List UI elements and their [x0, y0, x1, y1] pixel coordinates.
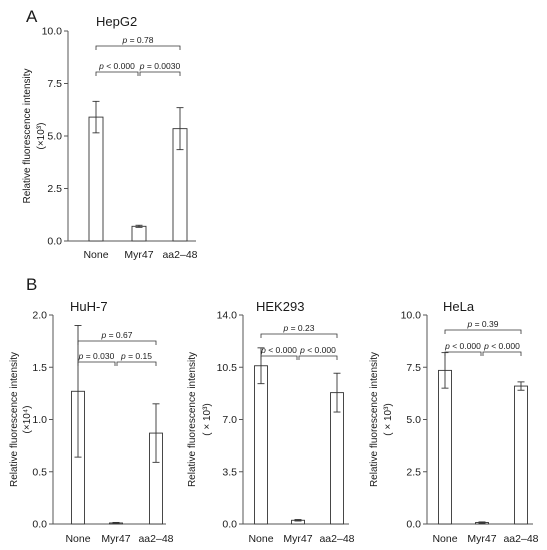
y-tick-label: 1.5 — [32, 362, 47, 374]
panel-a-letter: A — [26, 7, 38, 26]
p-value-label: p < 0.000 — [260, 345, 297, 355]
significance-bracket — [260, 333, 338, 338]
p-value-label: p = 0.67 — [101, 330, 133, 340]
category-label: aa2–48 — [138, 533, 173, 545]
chart-title: HEK293 — [256, 299, 304, 314]
y-tick-label: 10.0 — [42, 26, 63, 38]
category-label: None — [83, 249, 108, 261]
bar — [88, 116, 104, 242]
y-axis-label: Relative fluorescence intensity — [369, 352, 380, 487]
y-axis-unit: (×10³) — [36, 123, 47, 150]
category-label: None — [65, 533, 90, 545]
y-tick-label: 0.0 — [47, 236, 62, 248]
y-tick-label: 2.0 — [32, 310, 47, 322]
significance-bracket — [77, 361, 116, 366]
p-value-label: p = 0.030 — [78, 351, 115, 361]
p-value-label: p = 0.23 — [283, 323, 315, 333]
chart-title: HepG2 — [96, 14, 137, 29]
category-label: aa2–48 — [503, 533, 538, 545]
y-axis-label: Relative fluorescence intensity — [187, 352, 198, 487]
y-tick-label: 2.5 — [47, 183, 62, 195]
p-value-label: p < 0.000 — [299, 345, 336, 355]
y-axis-unit: (×10⁴) — [22, 406, 33, 434]
y-axis-label: Relative fluorescence intensity — [9, 352, 20, 487]
y-tick-label: 0.0 — [32, 519, 47, 531]
bar — [131, 225, 147, 242]
significance-bracket — [298, 355, 338, 360]
y-tick-label: 5.0 — [406, 414, 421, 426]
y-tick-label: 0.5 — [32, 466, 47, 478]
bar — [254, 365, 268, 525]
y-tick-label: 1.0 — [32, 414, 47, 426]
category-label: None — [248, 533, 273, 545]
chart-4: HeLa 0.0 2.5 5.0 7.5 10.0 Relative fluorescenc… — [369, 299, 539, 545]
y-tick-label: 14.0 — [217, 310, 238, 322]
y-axis-unit: ( × 10³) — [202, 403, 213, 436]
category-label: Myr47 — [101, 533, 130, 545]
y-tick-label: 7.0 — [222, 414, 237, 426]
chart-2: HuH-7 0.0 0.5 1.0 1.5 2.0 Relative fluorescenc… — [9, 299, 174, 545]
bar — [514, 385, 528, 525]
significance-bracket — [444, 351, 482, 356]
category-label: Myr47 — [467, 533, 496, 545]
significance-bracket — [260, 355, 298, 360]
chart-3: HEK293 0.0 3.5 7.0 10.5 14.0 Relative fluoresc… — [187, 299, 355, 545]
significance-bracket — [77, 340, 157, 345]
chart-1: HepG2 0.0 2.5 5.0 7.5 10.0 Relative fluorescen… — [22, 14, 198, 261]
y-tick-label: 0.0 — [406, 519, 421, 531]
p-value-label: p = 0.0030 — [139, 61, 181, 71]
y-tick-label: 10.5 — [217, 362, 238, 374]
p-value-label: p = 0.39 — [467, 319, 499, 329]
significance-bracket — [482, 351, 522, 356]
chart-title: HeLa — [443, 299, 475, 314]
bar — [438, 369, 452, 525]
p-value-label: p < 0.000 — [483, 341, 520, 351]
category-label: Myr47 — [124, 249, 153, 261]
significance-bracket — [95, 71, 139, 76]
y-tick-label: 5.0 — [47, 131, 62, 143]
category-label: None — [432, 533, 457, 545]
significance-bracket — [95, 45, 181, 50]
y-tick-label: 10.0 — [401, 310, 422, 322]
category-label: aa2–48 — [162, 249, 197, 261]
y-tick-label: 7.5 — [406, 362, 421, 374]
significance-bracket — [116, 361, 157, 366]
p-value-label: p = 0.78 — [122, 35, 154, 45]
significance-bracket — [139, 71, 181, 76]
y-axis-unit: ( × 10³) — [383, 403, 394, 436]
p-value-label: p = 0.15 — [120, 351, 152, 361]
y-tick-label: 2.5 — [406, 466, 421, 478]
category-label: aa2–48 — [319, 533, 354, 545]
category-label: Myr47 — [283, 533, 312, 545]
panel-b-letter: B — [26, 275, 37, 294]
y-tick-label: 3.5 — [222, 466, 237, 478]
significance-bracket — [444, 329, 522, 334]
y-tick-label: 0.0 — [222, 519, 237, 531]
chart-title: HuH-7 — [70, 299, 108, 314]
y-tick-label: 7.5 — [47, 78, 62, 90]
y-axis-label: Relative fluorescence intensity — [22, 68, 33, 203]
p-value-label: p < 0.000 — [98, 61, 135, 71]
p-value-label: p < 0.000 — [444, 341, 481, 351]
